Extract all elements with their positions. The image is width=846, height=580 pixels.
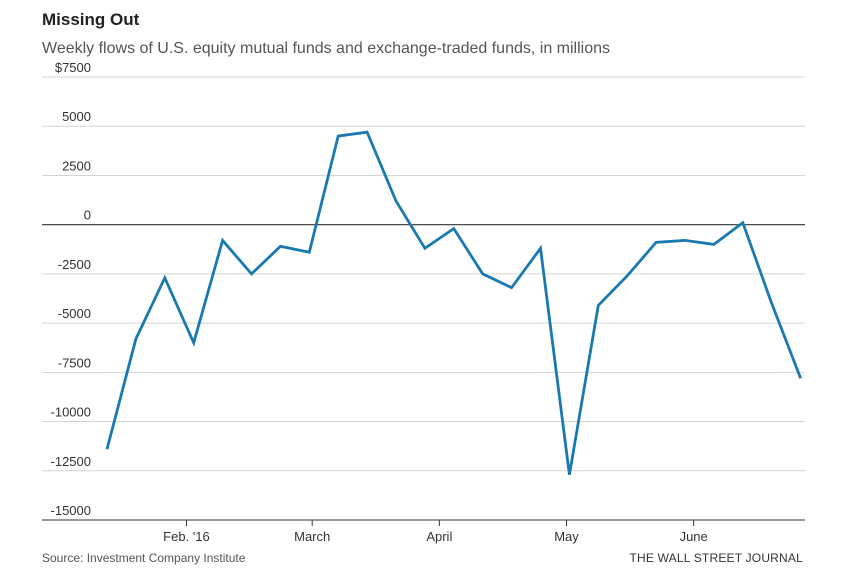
x-tick-label: Feb. '16 bbox=[163, 529, 210, 544]
y-tick-label: 2500 bbox=[62, 158, 91, 173]
y-tick-label: -15000 bbox=[51, 503, 91, 518]
source-note: Source: Investment Company Institute bbox=[42, 551, 246, 565]
x-axis: Feb. '16 March April May June bbox=[42, 519, 805, 544]
y-tick-label: 5000 bbox=[62, 109, 91, 124]
y-tick-label: -2500 bbox=[58, 257, 91, 272]
chart-title: Missing Out bbox=[42, 10, 140, 29]
x-tick-label: March bbox=[294, 529, 330, 544]
chart-subtitle: Weekly flows of U.S. equity mutual funds… bbox=[42, 40, 610, 57]
y-tick-label: -5000 bbox=[58, 306, 91, 321]
plot-area bbox=[105, 130, 802, 475]
y-axis-labels: $7500 5000 2500 0 -2500 -5000 -7500 -10000 -1250… bbox=[51, 60, 91, 518]
x-tick-label: April bbox=[426, 529, 452, 544]
x-tick-label: May bbox=[554, 529, 579, 544]
x-tick-label: June bbox=[680, 529, 708, 544]
publisher-logo-text: THE WALL STREET JOURNAL bbox=[629, 551, 803, 565]
y-tick-label: $7500 bbox=[55, 60, 91, 75]
y-tick-label: -10000 bbox=[51, 405, 91, 420]
series-line bbox=[105, 130, 802, 475]
y-tick-label: -12500 bbox=[51, 454, 91, 469]
y-tick-label: 0 bbox=[84, 208, 91, 223]
y-tick-label: -7500 bbox=[58, 355, 91, 370]
